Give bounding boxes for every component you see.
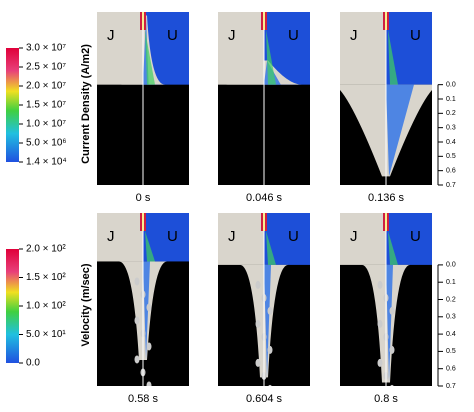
scale-tick-label: 0.7 xyxy=(446,182,456,189)
left-label: J xyxy=(228,228,236,245)
droplet xyxy=(134,355,140,364)
time-label: 0.604 s xyxy=(246,393,283,405)
scale-tick-label: 0.2 xyxy=(446,110,456,117)
scale-tick-label: 0.1 xyxy=(446,279,456,286)
colorbar-tick-label: 1.5 × 10⁷ xyxy=(26,100,66,111)
scale-tick-label: 0.4 xyxy=(446,139,456,146)
simulation-panel xyxy=(218,213,310,386)
droplet xyxy=(377,280,383,289)
droplet xyxy=(255,358,261,367)
simulation-panel xyxy=(340,213,432,386)
right-label: U xyxy=(288,228,299,245)
simulation-panel xyxy=(97,12,189,185)
left-label: J xyxy=(350,27,358,44)
left-fluid xyxy=(340,213,386,265)
simulation-panel xyxy=(340,12,432,185)
time-label: 0.8 s xyxy=(374,393,398,405)
colorbar xyxy=(6,48,19,162)
droplet xyxy=(389,345,395,354)
scale-tick-label: 0.1 xyxy=(446,96,456,103)
hotspot xyxy=(145,30,155,85)
droplet xyxy=(255,319,261,328)
hotspot xyxy=(145,231,155,262)
droplet xyxy=(146,303,152,312)
colorbar-tick-label: 5.0 × 10⁶ xyxy=(26,138,67,149)
scale-tick-label: 0.3 xyxy=(446,314,456,321)
left-fluid xyxy=(340,12,386,85)
scale-tick-label: 0.4 xyxy=(446,331,456,338)
colorbar-tick-label: 1.0 × 10² xyxy=(26,301,66,312)
hotspot xyxy=(266,30,276,85)
time-label: 0 s xyxy=(136,192,151,204)
right-label: U xyxy=(410,228,421,245)
plume-current xyxy=(386,264,393,383)
scale-tick-label: 0.6 xyxy=(446,366,456,373)
scale-tick-label: 0.3 xyxy=(446,125,456,132)
scale-tick-label: 0.0 xyxy=(446,82,456,89)
colorbar-tick-label: 5.0 × 10¹ xyxy=(26,329,66,340)
time-label: 0.046 s xyxy=(246,192,283,204)
plume-current xyxy=(143,261,150,361)
scale-tick-label: 0.5 xyxy=(446,348,456,355)
droplet xyxy=(146,342,152,351)
plume-current xyxy=(264,264,271,378)
scale-tick-label: 0.5 xyxy=(446,153,456,160)
droplet xyxy=(146,381,152,386)
left-label: J xyxy=(107,27,115,44)
colorbar-tick-label: 1.0 × 10⁷ xyxy=(26,119,66,130)
droplet xyxy=(390,384,394,386)
droplet xyxy=(389,306,395,315)
colorbar-tick-label: 1.5 × 10² xyxy=(26,272,66,283)
scale-tick-label: 0.6 xyxy=(446,168,456,175)
simulation-panel xyxy=(218,12,310,185)
colorbar-tick-label: 2.0 × 10² xyxy=(26,244,66,255)
scale-tick-label: 0.0 xyxy=(446,262,456,269)
droplet xyxy=(377,319,383,328)
scale-tick-label: 0.7 xyxy=(446,383,456,390)
time-label: 0.58 s xyxy=(128,393,158,405)
time-label: 0.136 s xyxy=(368,192,405,204)
droplet xyxy=(255,280,261,289)
droplet xyxy=(267,306,273,315)
colorbar-title: Velocity (m/sec) xyxy=(80,263,92,346)
droplet xyxy=(377,358,383,367)
colorbar-tick-label: 0.0 xyxy=(26,358,40,369)
simulation-panel xyxy=(97,213,189,386)
scale-tick-label: 0.2 xyxy=(446,296,456,303)
left-label: J xyxy=(228,27,236,44)
droplet xyxy=(134,316,140,325)
right-label: U xyxy=(167,228,178,245)
right-label: U xyxy=(410,27,421,44)
left-fluid xyxy=(218,213,264,265)
colorbar-tick-label: 1.4 × 10⁴ xyxy=(26,157,67,168)
right-label: U xyxy=(167,27,178,44)
colorbar-title: Current Density (A/m2) xyxy=(80,44,92,164)
colorbar-tick-label: 2.5 × 10⁷ xyxy=(26,62,66,73)
colorbar xyxy=(6,249,19,363)
droplet xyxy=(267,345,273,354)
colorbar-tick-label: 2.0 × 10⁷ xyxy=(26,81,66,92)
right-label: U xyxy=(288,27,299,44)
droplet xyxy=(268,384,272,386)
left-label: J xyxy=(350,228,358,245)
hotspot xyxy=(388,30,398,85)
plume-current xyxy=(386,84,414,177)
hotspot xyxy=(388,231,398,265)
left-label: J xyxy=(107,228,115,245)
colorbar-tick-label: 3.0 × 10⁷ xyxy=(26,43,66,54)
droplet xyxy=(134,277,140,286)
left-fluid xyxy=(97,213,143,262)
hotspot xyxy=(266,231,276,265)
